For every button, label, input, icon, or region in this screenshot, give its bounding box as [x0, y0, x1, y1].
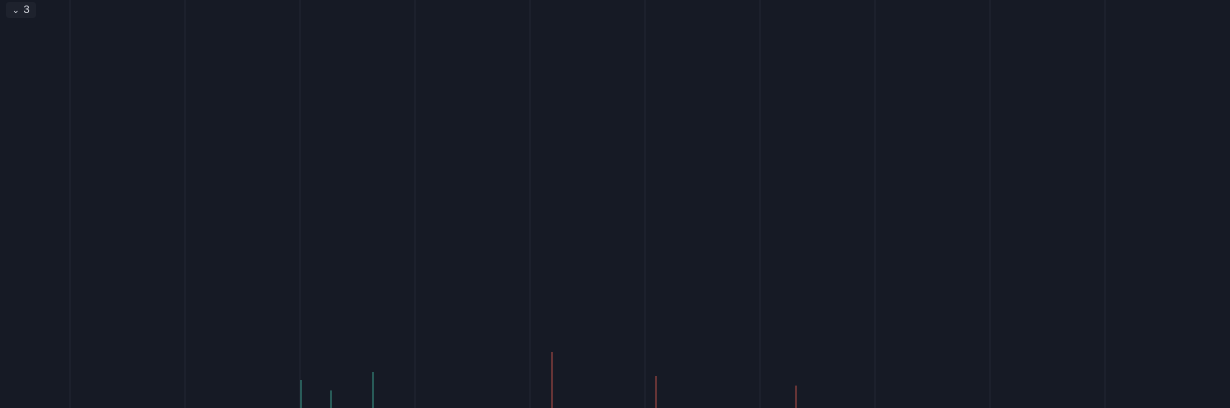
volume-bar [330, 390, 332, 408]
volume-bar [372, 372, 374, 408]
collapse-count: 3 [23, 4, 30, 16]
volume-bar [655, 376, 657, 408]
chevron-down-icon: ⌄ [12, 5, 20, 15]
price-axis [1148, 0, 1230, 408]
volume-bar [300, 380, 302, 408]
collapse-indicators-button[interactable]: ⌄ 3 [6, 2, 36, 18]
volume-bar [795, 385, 797, 408]
volume-bar [551, 352, 553, 408]
